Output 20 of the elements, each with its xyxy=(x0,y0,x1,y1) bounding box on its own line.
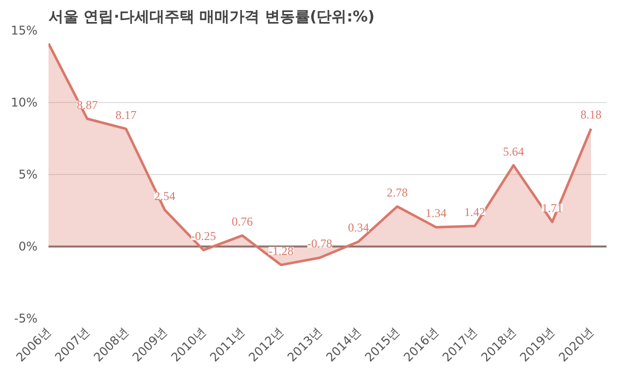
data-label: 1.42 xyxy=(464,205,486,220)
data-label: 5.64 xyxy=(503,144,524,158)
data-label: 8.17 xyxy=(116,108,136,122)
data-label: 0.34 xyxy=(348,220,369,235)
y-tick-label: -5% xyxy=(14,312,38,326)
data-label: 0.76 xyxy=(232,214,253,229)
data-label: -0.78 xyxy=(307,236,332,251)
data-label: 1.34 xyxy=(426,206,446,220)
data-label: -1.28 xyxy=(268,244,294,258)
chart-title: 서울 연립·다세대주택 매매가격 변동률(단위:%) xyxy=(48,8,375,26)
y-tick-label: 15% xyxy=(10,24,38,38)
y-tick-label: 5% xyxy=(18,168,38,182)
data-label: 8.18 xyxy=(580,108,602,122)
y-tick-label: 10% xyxy=(10,96,38,110)
data-label: 1.71 xyxy=(542,200,563,215)
data-label: 8.87 xyxy=(76,98,98,112)
data-label: 2.54 xyxy=(154,188,176,203)
data-label: -0.25 xyxy=(191,229,216,244)
y-tick-label: 0% xyxy=(18,240,38,254)
data-label: 2.78 xyxy=(386,185,408,200)
